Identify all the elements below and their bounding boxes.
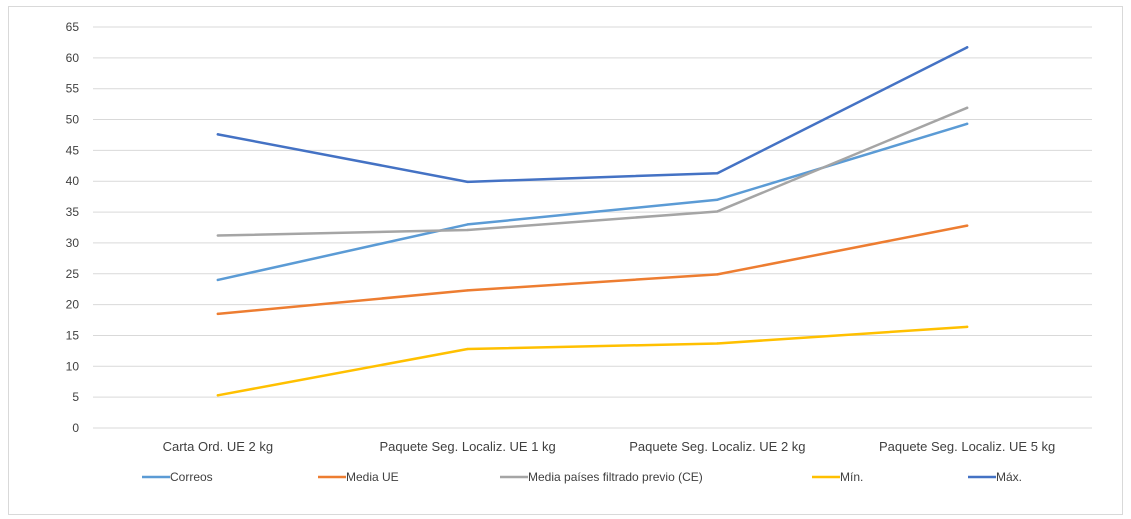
- legend: Correos Media UE Media países filtrado pre…: [142, 470, 1022, 484]
- data-point: [716, 172, 719, 175]
- data-point: [216, 278, 220, 282]
- legend-label: Correos: [170, 470, 213, 484]
- data-point: [965, 224, 969, 227]
- data-point: [716, 210, 719, 213]
- data-point: [216, 133, 220, 136]
- y-tick-label: 35: [66, 205, 80, 219]
- series-lines: [216, 46, 969, 397]
- y-tick-label: 50: [66, 113, 80, 127]
- legend-label: Máx.: [996, 470, 1022, 484]
- y-tick-label: 10: [66, 359, 80, 373]
- data-point: [216, 394, 220, 397]
- y-tick-label: 40: [66, 174, 80, 188]
- y-tick-label: 55: [66, 82, 80, 96]
- y-tick-label: 5: [72, 390, 79, 404]
- x-tick-label: Paquete Seg. Localiz. UE 1 kg: [379, 439, 555, 454]
- data-point: [466, 228, 469, 232]
- data-point: [965, 122, 969, 126]
- y-tick-label: 15: [66, 328, 80, 342]
- legend-label: Media UE: [346, 470, 399, 484]
- series-line-2: [216, 106, 969, 237]
- y-tick-label: 60: [66, 51, 80, 65]
- x-tick-label: Carta Ord. UE 2 kg: [163, 439, 274, 454]
- y-tick-label: 65: [66, 20, 80, 34]
- x-tick-label: Paquete Seg. Localiz. UE 5 kg: [879, 439, 1055, 454]
- y-axis-ticks: 0 5 10 15 20 25 30 35 40 45 50 55 60 65: [66, 20, 80, 435]
- data-point: [716, 198, 719, 201]
- data-point: [965, 325, 969, 329]
- data-point: [466, 289, 469, 292]
- data-point: [716, 273, 719, 276]
- data-point: [965, 46, 969, 49]
- chart-frame: [8, 6, 1123, 515]
- y-tick-label: 45: [66, 143, 80, 157]
- data-point: [466, 223, 469, 226]
- y-tick-label: 30: [66, 236, 80, 250]
- y-tick-label: 0: [72, 421, 79, 435]
- x-tick-label: Paquete Seg. Localiz. UE 2 kg: [629, 439, 805, 454]
- series-line-3: [216, 325, 969, 397]
- legend-label: Mín.: [840, 470, 863, 484]
- series-line-4: [216, 46, 969, 184]
- data-point: [466, 347, 469, 351]
- data-point: [466, 180, 469, 184]
- series-line-1: [216, 224, 969, 316]
- y-tick-label: 20: [66, 298, 80, 312]
- data-point: [216, 312, 220, 316]
- data-point: [965, 106, 969, 110]
- legend-label: Media países filtrado previo (CE): [528, 470, 703, 484]
- gridlines: [93, 26, 1092, 429]
- series-line-0: [216, 122, 969, 282]
- y-tick-label: 25: [66, 267, 80, 281]
- x-axis-ticks: Carta Ord. UE 2 kg Paquete Seg. Localiz. …: [163, 439, 1056, 454]
- data-point: [216, 234, 220, 237]
- data-point: [716, 342, 719, 345]
